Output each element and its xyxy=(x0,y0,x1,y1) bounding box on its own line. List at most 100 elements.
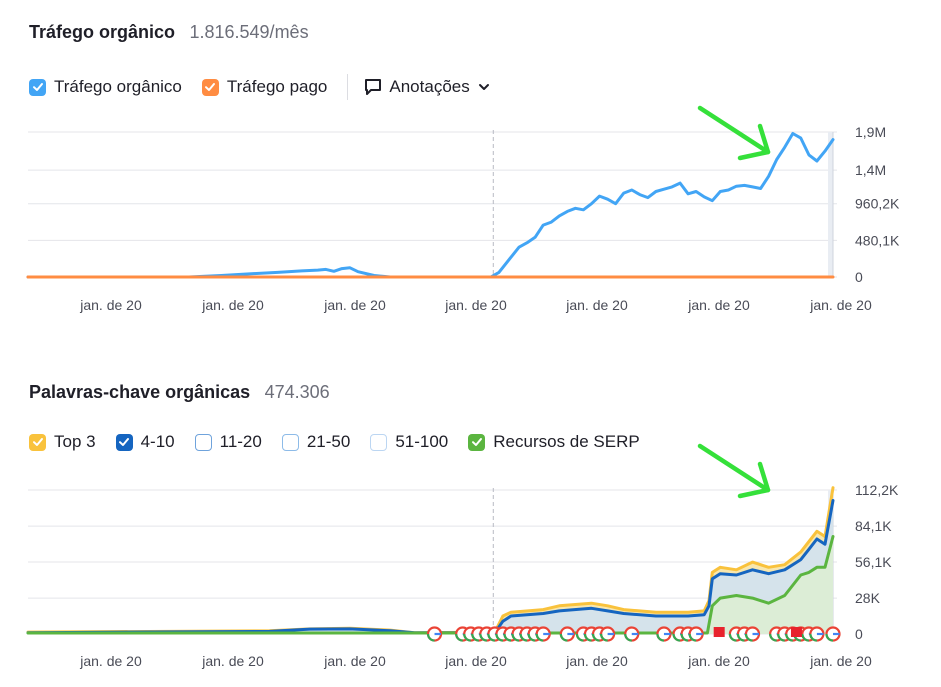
serp-feature-marker[interactable] xyxy=(624,626,640,642)
traffic-title-row: Tráfego orgânico 1.816.549/mês xyxy=(29,22,309,43)
serp-marker-arc xyxy=(777,633,785,642)
serp-marker-arc xyxy=(511,633,520,642)
y-tick-label: 112,2K xyxy=(855,482,899,498)
x-tick-label: jan. de 20 xyxy=(323,653,386,669)
organic-keywords-chart[interactable]: 112,2K 84,1K 56,1K 28K 0 jan. de 20 jan. de 20… xyxy=(0,360,941,687)
legend-11-20[interactable]: 11-20 xyxy=(194,432,262,452)
annotations-label: Anotações xyxy=(389,77,470,96)
x-tick-label: jan. de 20 xyxy=(809,297,872,313)
keywords-legend: Top 3 4-10 11-20 21-50 51-100 Recursos d… xyxy=(29,432,660,452)
comment-icon xyxy=(365,79,382,95)
serp-feature-marker[interactable] xyxy=(809,626,825,642)
x-tick-label: jan. de 20 xyxy=(201,653,264,669)
legend-serp-features[interactable]: Recursos de SERP xyxy=(468,432,640,452)
serp-marker-arc xyxy=(825,633,834,642)
serp-marker-arc xyxy=(736,633,745,642)
checkbox-checked-icon[interactable] xyxy=(115,433,133,451)
x-tick-label: jan. de 20 xyxy=(444,297,507,313)
y-tick-label: 480,1K xyxy=(855,232,900,248)
organic-keywords-section: Palavras-chave orgânicas 474.306 Top 3 4… xyxy=(0,360,941,687)
legend-top-3[interactable]: Top 3 xyxy=(29,432,96,452)
x-tick-label: jan. de 20 xyxy=(687,297,750,313)
serp-feature-marker[interactable] xyxy=(599,626,616,642)
x-tick-label: jan. de 20 xyxy=(79,297,142,313)
serp-feature-marker[interactable] xyxy=(825,626,841,642)
keywords-title-row: Palavras-chave orgânicas 474.306 xyxy=(29,382,330,403)
x-tick-label: jan. de 20 xyxy=(565,653,628,669)
legend-label: 51-100 xyxy=(395,432,449,451)
serp-marker-arc xyxy=(503,633,512,642)
serp-marker-arc xyxy=(426,633,435,642)
checkbox-unchecked-icon[interactable] xyxy=(194,433,212,451)
y-tick-label: 1,9M xyxy=(855,124,886,140)
x-tick-label: jan. de 20 xyxy=(565,297,628,313)
checkbox-checked-icon[interactable] xyxy=(29,78,46,96)
traffic-legend: Tráfego orgânico Tráfego pago Anotações xyxy=(29,74,492,100)
flag-marker[interactable] xyxy=(790,627,802,637)
serp-marker-arc xyxy=(575,633,584,642)
annotations-dropdown[interactable]: Anotações xyxy=(364,77,491,97)
serp-feature-marker[interactable] xyxy=(656,626,672,642)
serp-marker-arc xyxy=(769,633,777,642)
serp-marker-arc xyxy=(809,633,818,642)
flag-marker[interactable] xyxy=(713,627,725,637)
x-tick-label: jan. de 20 xyxy=(687,653,750,669)
serp-marker-arc xyxy=(495,633,504,642)
serp-marker-arc xyxy=(487,633,496,642)
plot-edge xyxy=(828,132,833,277)
x-tick-label: jan. de 20 xyxy=(201,297,264,313)
y-tick-label: 0 xyxy=(855,269,863,285)
serp-feature-marker[interactable] xyxy=(535,626,551,642)
checkbox-unchecked-icon[interactable] xyxy=(281,433,299,451)
serp-marker-arc xyxy=(680,633,689,642)
serp-marker-arc xyxy=(479,633,488,642)
y-tick-label: 28K xyxy=(855,590,881,606)
series-line[interactable] xyxy=(26,132,835,279)
serp-marker-arc xyxy=(527,633,536,642)
legend-label: 11-20 xyxy=(219,432,262,451)
traffic-metric: 1.816.549/mês xyxy=(189,22,309,42)
legend-label: Recursos de SERP xyxy=(493,432,640,451)
legend-51-100[interactable]: 51-100 xyxy=(370,432,448,452)
y-tick-label: 56,1K xyxy=(855,554,892,570)
serp-marker-arc xyxy=(656,633,665,642)
serp-marker-arc xyxy=(624,633,632,642)
serp-feature-marker[interactable] xyxy=(426,626,443,642)
legend-organic-traffic[interactable]: Tráfego orgânico xyxy=(29,77,182,97)
serp-marker-arc xyxy=(600,633,608,642)
serp-marker-arc xyxy=(801,633,810,642)
serp-marker-arc xyxy=(744,633,753,642)
serp-marker-arc xyxy=(559,633,568,642)
serp-marker-arc xyxy=(672,633,681,642)
x-tick-label: jan. de 20 xyxy=(79,653,142,669)
x-tick-label: jan. de 20 xyxy=(809,653,872,669)
y-tick-label: 0 xyxy=(855,626,863,642)
x-tick-label: jan. de 20 xyxy=(323,297,386,313)
traffic-title: Tráfego orgânico xyxy=(29,22,176,42)
legend-label: Tráfego pago xyxy=(226,77,328,96)
y-tick-label: 960,2K xyxy=(855,196,900,212)
legend-label: 4-10 xyxy=(140,432,175,451)
chevron-down-icon xyxy=(478,84,489,90)
serp-marker-arc xyxy=(519,633,528,642)
serp-marker-arc xyxy=(688,633,697,642)
serp-feature-marker[interactable] xyxy=(559,626,575,642)
legend-21-50[interactable]: 21-50 xyxy=(281,432,350,452)
serp-feature-marker[interactable] xyxy=(744,626,761,642)
serp-feature-marker[interactable] xyxy=(688,626,704,642)
checkbox-checked-icon[interactable] xyxy=(468,433,486,451)
checkbox-checked-icon[interactable] xyxy=(29,433,46,451)
checkbox-checked-icon[interactable] xyxy=(201,78,219,96)
serp-marker-arc xyxy=(728,633,737,642)
organic-traffic-chart[interactable]: 1,9M 1,4M 960,2K 480,1K 0 jan. de 20 jan. de 2… xyxy=(0,0,941,330)
serp-marker-arc xyxy=(463,633,471,642)
serp-marker-arc xyxy=(583,633,592,642)
keywords-metric: 474.306 xyxy=(264,382,330,402)
serp-marker-arc xyxy=(471,633,479,642)
legend-label: Tráfego orgânico xyxy=(54,77,182,96)
legend-paid-traffic[interactable]: Tráfego pago xyxy=(201,77,328,97)
series-area xyxy=(28,536,833,634)
serp-marker-arc xyxy=(535,633,544,642)
legend-4-10[interactable]: 4-10 xyxy=(115,432,175,452)
checkbox-unchecked-icon[interactable] xyxy=(370,433,388,451)
